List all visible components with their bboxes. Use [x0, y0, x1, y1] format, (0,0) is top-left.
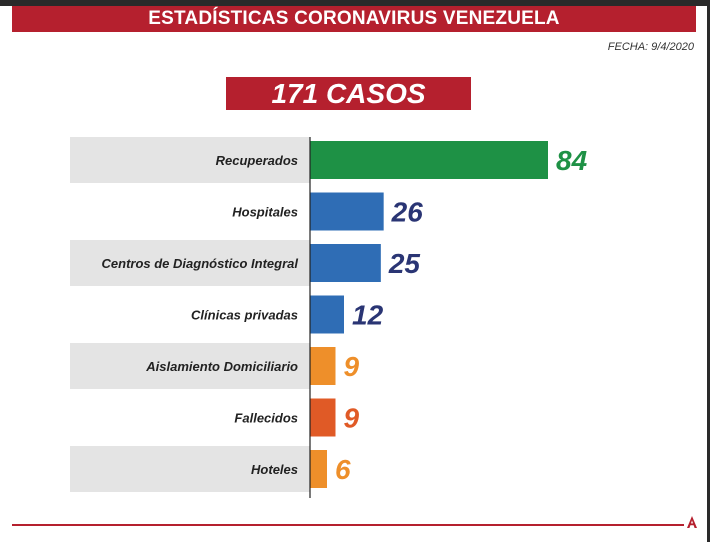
brand-logo: [686, 515, 698, 532]
right-frame-border: [707, 0, 710, 542]
bar: [310, 347, 336, 385]
data-label: 25: [388, 248, 421, 279]
row-band: [70, 343, 310, 389]
category-label: Hoteles: [251, 462, 298, 477]
data-label: 12: [352, 300, 384, 331]
total-cases-banner: 171 CASOS: [226, 77, 471, 110]
data-label: 6: [335, 454, 351, 485]
row-band: [70, 137, 310, 183]
bar: [310, 450, 327, 488]
row-band: [70, 240, 310, 286]
top-frame-border: [0, 0, 710, 6]
brand-logo-icon: [687, 516, 697, 528]
data-label: 26: [391, 197, 424, 228]
data-label: 9: [344, 351, 360, 382]
category-label: Hospitales: [232, 205, 298, 220]
bar: [310, 295, 344, 334]
category-label: Clínicas privadas: [191, 308, 298, 323]
title-banner: ESTADÍSTICAS CORONAVIRUS VENEZUELA: [12, 6, 696, 32]
bottom-divider: [12, 524, 684, 526]
bar: [310, 244, 381, 282]
data-label: 9: [344, 403, 360, 434]
bar: [310, 141, 548, 179]
category-label: Fallecidos: [234, 411, 298, 426]
category-label: Recuperados: [216, 153, 298, 168]
data-label: 84: [556, 145, 588, 176]
row-band: [70, 446, 310, 492]
date-label: FECHA: 9/4/2020: [607, 41, 694, 53]
bar: [310, 192, 384, 231]
bar: [310, 398, 336, 437]
category-label: Aislamiento Domiciliario: [145, 359, 298, 374]
category-label: Centros de Diagnóstico Integral: [102, 256, 299, 271]
